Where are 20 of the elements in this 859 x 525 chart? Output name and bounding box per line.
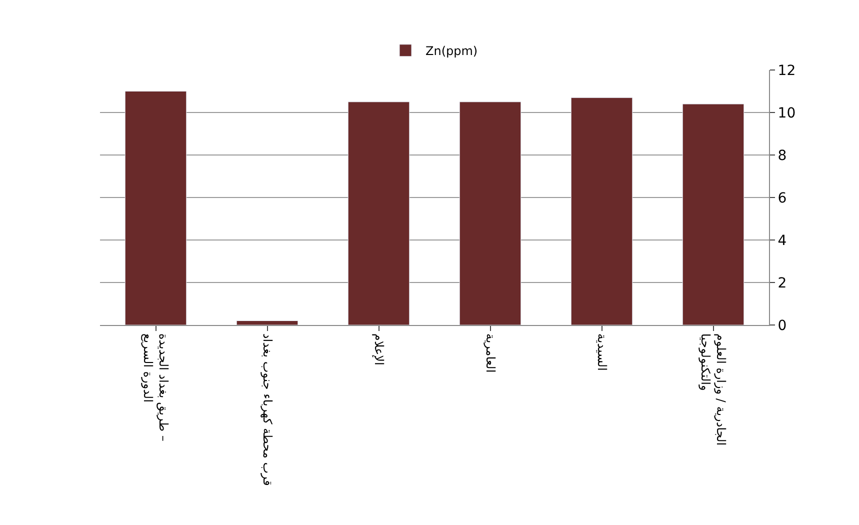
- y-tick-label: 4: [778, 232, 787, 249]
- y-tick-label: 12: [778, 62, 796, 79]
- x-tick-label: طريق بغداد الجديدة – الدورة السريع: [141, 333, 171, 442]
- y-tick-label: 6: [778, 190, 787, 206]
- y-tick-label: 0: [778, 318, 787, 334]
- x-tick-label: الإعلام: [372, 333, 386, 366]
- y-tick-label: 2: [778, 275, 787, 292]
- y-tick-label: 10: [778, 105, 796, 122]
- x-tick-label: السيدية: [594, 333, 609, 371]
- x-tick-label: قرب محطة كهرباء جنوب بغداد: [260, 333, 274, 486]
- y-tick-label: 8: [778, 148, 787, 164]
- x-tick-label: الجادرية / وزارة العلوم والتكنولوجيا: [698, 333, 728, 446]
- legend-label: Zn(ppm): [426, 44, 478, 58]
- bar: [124, 91, 187, 325]
- bar: [570, 97, 633, 325]
- bar: [236, 320, 298, 325]
- bar: [682, 104, 744, 325]
- bar: [348, 102, 410, 325]
- x-tick-label: العامرية: [483, 333, 498, 373]
- bar: [459, 102, 522, 325]
